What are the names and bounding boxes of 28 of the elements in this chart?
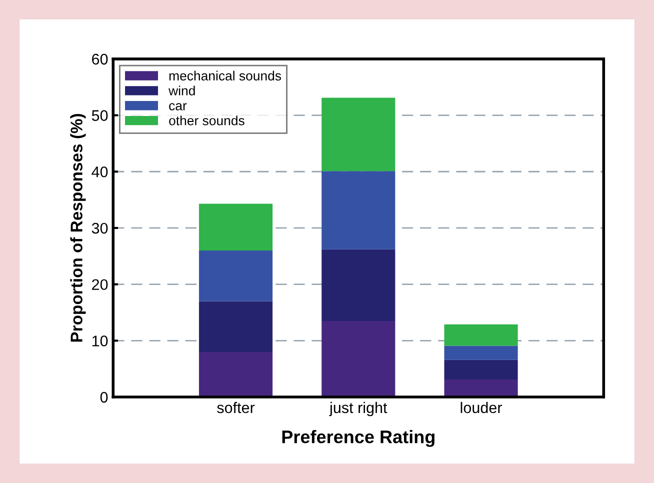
x-axis-title: Preference Rating (282, 430, 434, 447)
bar (198, 301, 273, 352)
y-tick-label: 50 (92, 110, 108, 121)
x-tick-label: just right (329, 402, 388, 416)
legend-label: mechanical sounds (169, 70, 282, 80)
bar (198, 352, 273, 398)
x-tick-label: softer (217, 402, 255, 414)
bar (322, 98, 396, 172)
legend-label: other sounds (169, 116, 244, 126)
y-tick-label: 10 (92, 336, 108, 346)
legend-label: wind (168, 86, 195, 96)
bar (444, 346, 518, 360)
bar (444, 380, 518, 398)
bar (322, 171, 396, 250)
bar (322, 320, 396, 398)
y-tick-label: 30 (92, 222, 108, 234)
y-axis-title: Proportion of Responses (%) (70, 114, 86, 342)
y-tick-label: 20 (92, 279, 108, 290)
legend-label: car (169, 103, 187, 110)
bar (322, 249, 396, 321)
y-tick-label: 60 (92, 54, 108, 65)
y-tick-label: 0 (100, 392, 108, 403)
bar (198, 250, 273, 302)
y-tick-label: 40 (92, 166, 108, 178)
bar (444, 324, 518, 346)
bar (444, 360, 518, 380)
bar (198, 204, 273, 251)
x-tick-label: louder (460, 402, 502, 414)
